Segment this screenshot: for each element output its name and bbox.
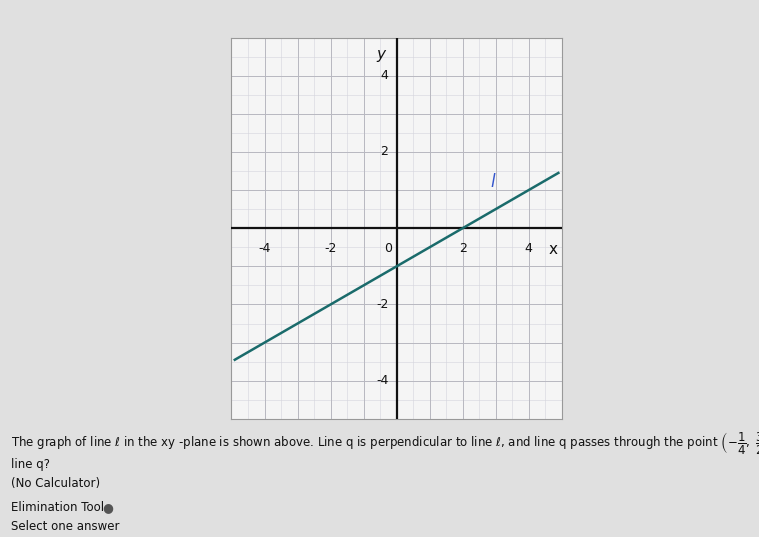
Text: x: x bbox=[549, 242, 557, 257]
Text: Elimination Tool: Elimination Tool bbox=[11, 501, 105, 514]
Text: 2: 2 bbox=[458, 242, 467, 255]
Text: The graph of line ℓ in the xy -plane is shown above. Line q is perpendicular to : The graph of line ℓ in the xy -plane is … bbox=[11, 430, 759, 456]
Text: -4: -4 bbox=[258, 242, 271, 255]
Text: (No Calculator): (No Calculator) bbox=[11, 477, 100, 490]
Text: -4: -4 bbox=[376, 374, 389, 387]
Text: -2: -2 bbox=[376, 298, 389, 311]
Text: 4: 4 bbox=[380, 69, 389, 82]
Text: -2: -2 bbox=[324, 242, 337, 255]
Text: line q?: line q? bbox=[11, 458, 50, 471]
Text: 4: 4 bbox=[524, 242, 533, 255]
Text: l: l bbox=[490, 173, 495, 192]
Text: 0: 0 bbox=[384, 242, 392, 255]
Text: ●: ● bbox=[102, 501, 113, 514]
Text: 2: 2 bbox=[380, 146, 389, 158]
Text: y: y bbox=[376, 47, 385, 62]
Text: Select one answer: Select one answer bbox=[11, 520, 120, 533]
